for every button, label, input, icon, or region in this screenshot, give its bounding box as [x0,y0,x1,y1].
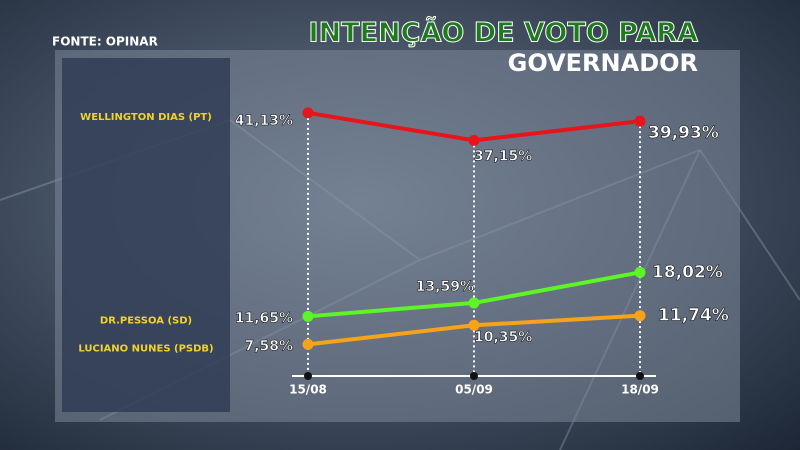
value-label: 11,65% [235,310,293,326]
point [302,310,314,322]
point [302,107,314,119]
point [634,310,646,322]
axis-dot [304,372,312,380]
axis-dot [470,372,478,380]
point [302,338,314,350]
value-label: 18,02% [652,262,723,282]
point [468,134,480,146]
point [468,319,480,331]
legend-panel [62,58,230,412]
value-label: 13,59% [416,279,474,295]
chart-subtitle: GOVERNADOR [508,49,698,77]
value-label: 41,13% [235,113,293,129]
legend-label: WELLINGTON DIAS (PT) [80,112,212,123]
x-tick-label: 05/09 [455,383,493,397]
source: FONTE: OPINAR [52,35,158,49]
point [634,115,646,127]
value-label: 10,35% [474,329,532,345]
legend-label: DR.PESSOA (SD) [100,315,192,326]
axis-dot [636,372,644,380]
point [468,297,480,309]
value-label: 11,74% [658,306,729,326]
chart-title: INTENÇÃO DE VOTO PARA [309,17,699,49]
x-tick-label: 18/09 [621,383,659,397]
x-tick-label: 15/08 [289,383,327,397]
legend-label: LUCIANO NUNES (PSDB) [78,343,213,354]
value-label: 7,58% [244,338,293,354]
value-label: 39,93% [648,123,719,143]
point [634,266,646,278]
value-label: 37,15% [474,148,532,164]
